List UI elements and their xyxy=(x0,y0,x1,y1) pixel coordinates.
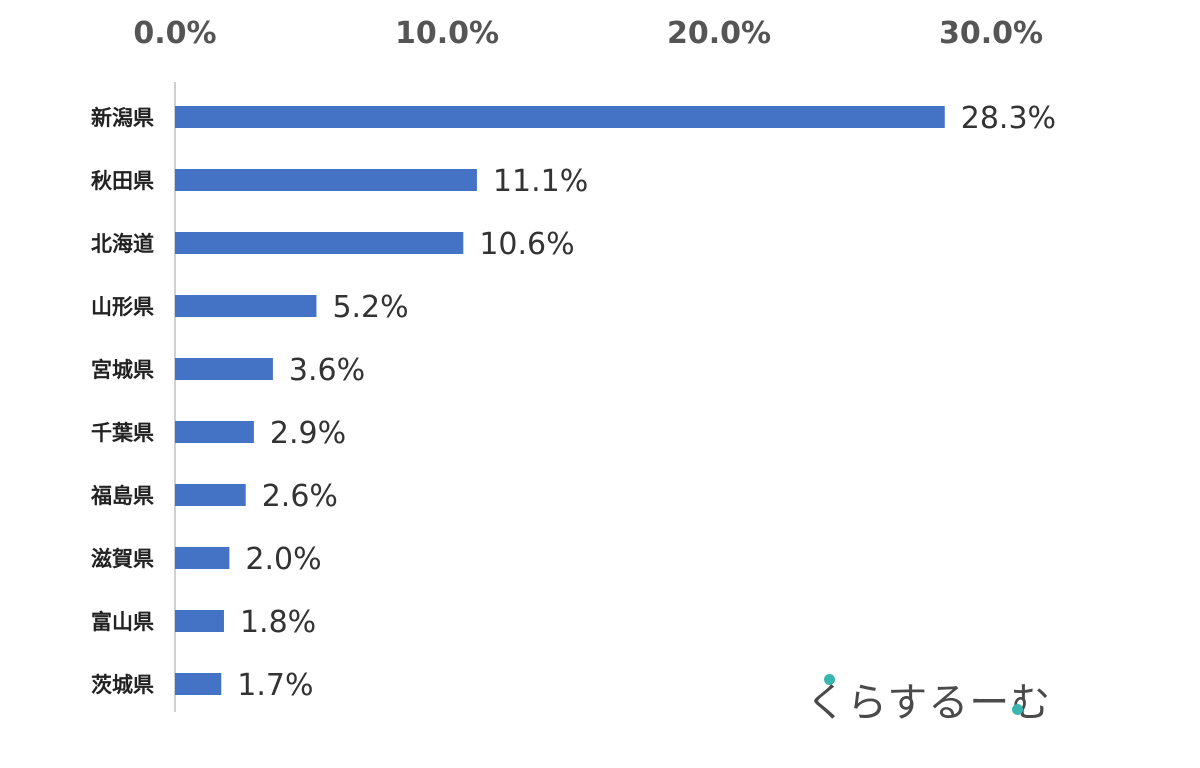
category-label: 山形県 xyxy=(91,295,154,319)
data-label: 5.2% xyxy=(332,290,408,325)
x-tick-label: 0.0% xyxy=(133,16,216,51)
bars xyxy=(175,106,945,695)
x-tick-label: 30.0% xyxy=(939,16,1043,51)
bar xyxy=(175,295,317,317)
watermark-dot-2 xyxy=(1012,704,1023,715)
category-label: 滋賀県 xyxy=(91,547,154,571)
watermark-logo: くらするーむ xyxy=(806,670,1050,730)
data-label: 1.8% xyxy=(240,605,316,640)
data-label: 2.0% xyxy=(245,542,321,577)
bar xyxy=(175,673,222,695)
bar xyxy=(175,547,230,569)
bar xyxy=(175,610,224,632)
x-tick-label: 10.0% xyxy=(395,16,499,51)
bar xyxy=(175,421,254,443)
category-label: 富山県 xyxy=(91,610,154,634)
category-label: 福島県 xyxy=(90,484,154,508)
data-label: 2.6% xyxy=(262,479,338,514)
bar xyxy=(175,358,273,380)
data-label: 28.3% xyxy=(961,101,1056,136)
category-label: 茨城県 xyxy=(91,673,154,697)
data-labels: 28.3% 11.1% 10.6% 5.2% 3.6% 2.9% 2.6% 2.0% 1.8% 1… xyxy=(237,101,1056,703)
watermark-dot-1 xyxy=(824,674,835,685)
category-label: 秋田県 xyxy=(91,169,154,193)
data-label: 10.6% xyxy=(479,227,574,262)
x-tick-label: 20.0% xyxy=(667,16,771,51)
category-label: 宮城県 xyxy=(91,358,154,382)
bar xyxy=(175,232,464,254)
bar xyxy=(175,484,246,506)
bar xyxy=(175,106,945,128)
category-label: 北海道 xyxy=(91,232,154,256)
bar xyxy=(175,169,477,191)
data-label: 3.6% xyxy=(289,353,365,388)
watermark-text: くらするーむ xyxy=(806,680,1052,726)
category-label: 千葉県 xyxy=(91,421,154,445)
data-label: 11.1% xyxy=(493,164,588,199)
data-label: 1.7% xyxy=(237,668,313,703)
x-axis-ticks: 0.0% 10.0% 20.0% 30.0% xyxy=(133,16,1043,51)
data-label: 2.9% xyxy=(270,416,346,451)
category-label: 新潟県 xyxy=(91,106,154,130)
